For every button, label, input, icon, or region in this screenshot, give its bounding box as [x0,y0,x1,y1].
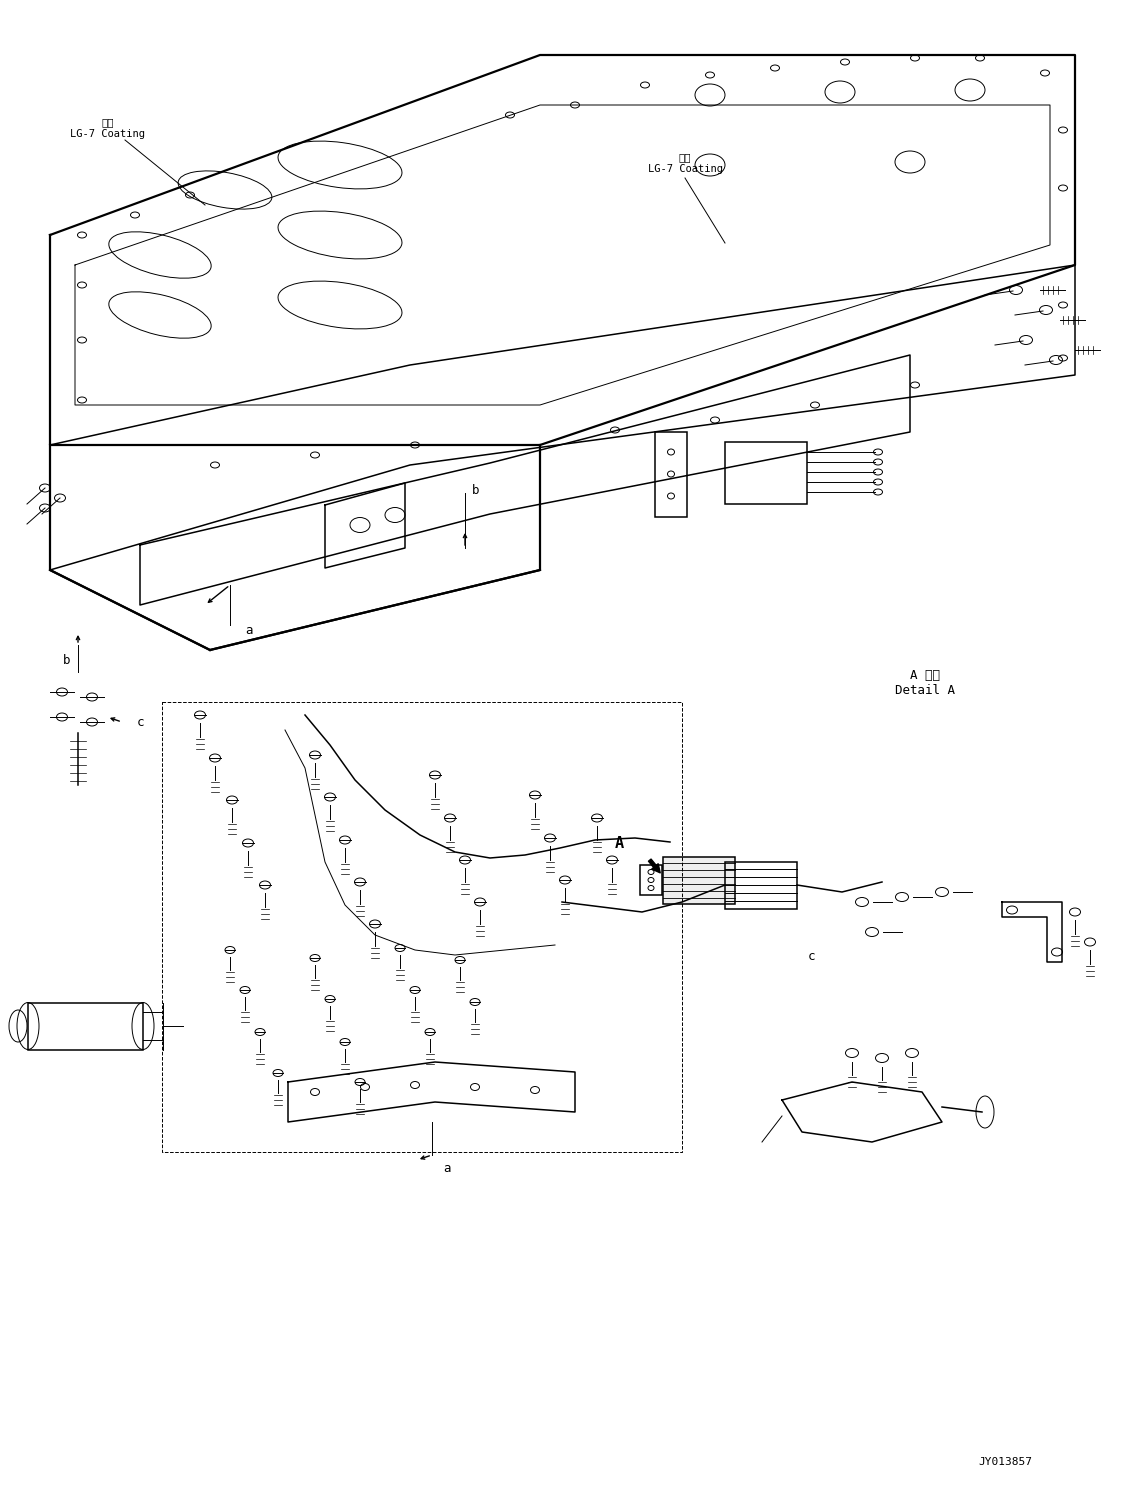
Bar [663,857,735,904]
Bar [725,441,807,504]
Text: b: b [472,483,479,497]
Bar [725,862,797,910]
Text: c: c [137,716,144,729]
Bar [640,865,662,895]
Text: a: a [444,1161,451,1175]
Text: JY013857: JY013857 [978,1457,1032,1467]
Text: A: A [615,835,624,850]
Text: a: a [245,623,252,637]
Bar [655,432,687,517]
Bar [28,1003,143,1050]
Text: 塗布
LG-7 Coating: 塗布 LG-7 Coating [647,152,723,174]
Text: A 詳細
Detail A: A 詳細 Detail A [896,669,955,696]
Text: 塗布
LG-7 Coating: 塗布 LG-7 Coating [70,118,145,139]
Text: c: c [808,950,816,963]
Text: b: b [62,653,70,666]
